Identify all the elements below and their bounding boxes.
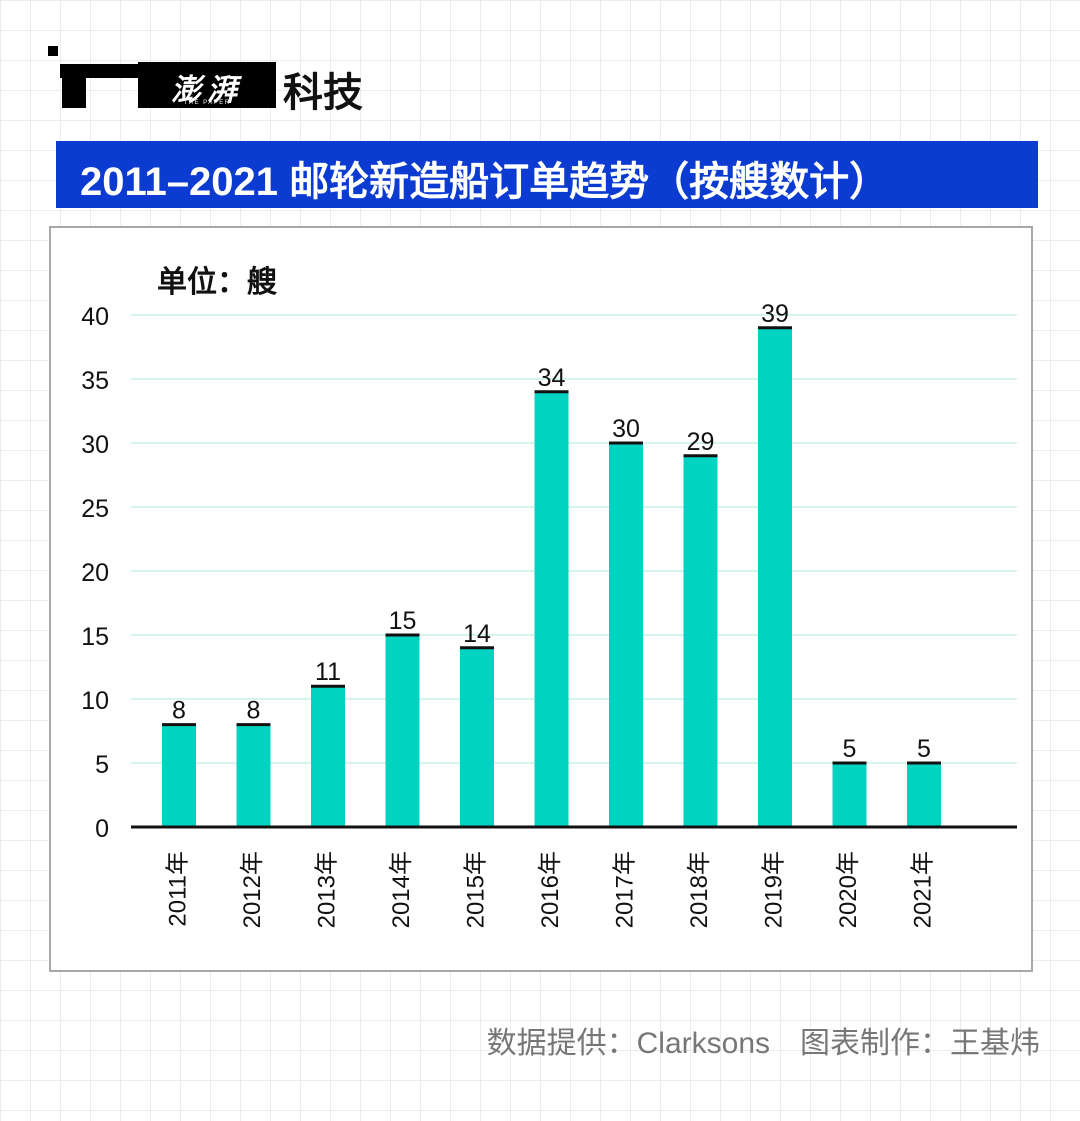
- x-tick-label: 2013年: [313, 851, 340, 928]
- data-label: 8: [247, 697, 261, 725]
- brand-box: 澎湃 THE PAPER: [138, 62, 276, 108]
- x-tick-label: 2017年: [611, 851, 638, 928]
- x-tick-label: 2015年: [462, 851, 489, 928]
- y-tick-label: 20: [81, 559, 109, 587]
- data-label: 30: [612, 415, 640, 443]
- chart-title: 2011–2021 邮轮新造船订单趋势（按艘数计）: [80, 160, 890, 204]
- x-tick-label: 2011年: [164, 851, 191, 927]
- y-tick-label: 0: [95, 815, 109, 843]
- data-label: 29: [687, 428, 715, 456]
- chart-frame: 单位：艘 0 5 10 15 20 25 30 35 40 8 8 11 15 14 34 30 29 39 5 5…: [49, 226, 1033, 972]
- bar: [311, 686, 345, 827]
- y-tick-label: 5: [95, 751, 109, 779]
- bar: [534, 391, 569, 827]
- title-bar: 2011–2021 邮轮新造船订单趋势（按艘数计）: [56, 141, 1038, 208]
- x-tick-label: 2019年: [760, 851, 787, 928]
- y-tick-label: 15: [81, 623, 109, 651]
- data-label: 39: [761, 300, 789, 328]
- data-label: 5: [843, 735, 857, 763]
- y-tick-label: 25: [81, 495, 109, 523]
- y-tick-label: 10: [81, 687, 109, 715]
- data-label: 15: [389, 607, 417, 635]
- bar: [385, 635, 420, 827]
- data-label: 14: [463, 620, 491, 648]
- footer-credit: 数据提供：Clarksons 图表制作：王基炜: [486, 1027, 1040, 1060]
- x-tick-label: 2020年: [835, 851, 862, 928]
- bar: [758, 327, 792, 827]
- brand-name-en: THE PAPER: [183, 100, 231, 106]
- data-label: 34: [538, 364, 566, 392]
- x-tick-label: 2012年: [239, 851, 266, 928]
- bar: [683, 455, 718, 827]
- bar: [832, 763, 867, 827]
- data-label: 11: [315, 658, 341, 686]
- bar: [236, 724, 271, 827]
- data-labels: 8 8 11 15 14 34 30 29 39 5 5: [172, 300, 931, 763]
- y-tick-label: 40: [81, 303, 109, 331]
- bar: [460, 647, 494, 827]
- bar: [907, 763, 941, 827]
- y-tick-label: 30: [81, 431, 109, 459]
- unit-label: 单位：艘: [157, 265, 278, 299]
- gridlines: [131, 314, 1017, 764]
- y-axis-ticks: 0 5 10 15 20 25 30 35 40: [81, 303, 109, 843]
- y-tick-label: 35: [81, 367, 109, 395]
- data-label: 8: [172, 697, 186, 725]
- x-tick-label: 2016年: [537, 851, 564, 928]
- bar: [609, 443, 643, 827]
- bars: [162, 326, 941, 827]
- x-axis-ticks: 2011年 2012年 2013年 2014年 2015年 2016年 2017年 2018年…: [164, 851, 936, 928]
- x-tick-label: 2018年: [686, 851, 713, 928]
- bar: [162, 724, 196, 827]
- bar-chart: 单位：艘 0 5 10 15 20 25 30 35 40 8 8 11 15 14 34 30 29 39 5 5…: [81, 265, 1017, 928]
- x-tick-label: 2021年: [909, 851, 936, 928]
- brand-section: 科技: [283, 71, 363, 115]
- brand-name-cn: 澎湃: [171, 73, 243, 108]
- t-logo-icon: [48, 46, 138, 108]
- data-label: 5: [917, 735, 931, 763]
- x-tick-label: 2014年: [388, 851, 415, 928]
